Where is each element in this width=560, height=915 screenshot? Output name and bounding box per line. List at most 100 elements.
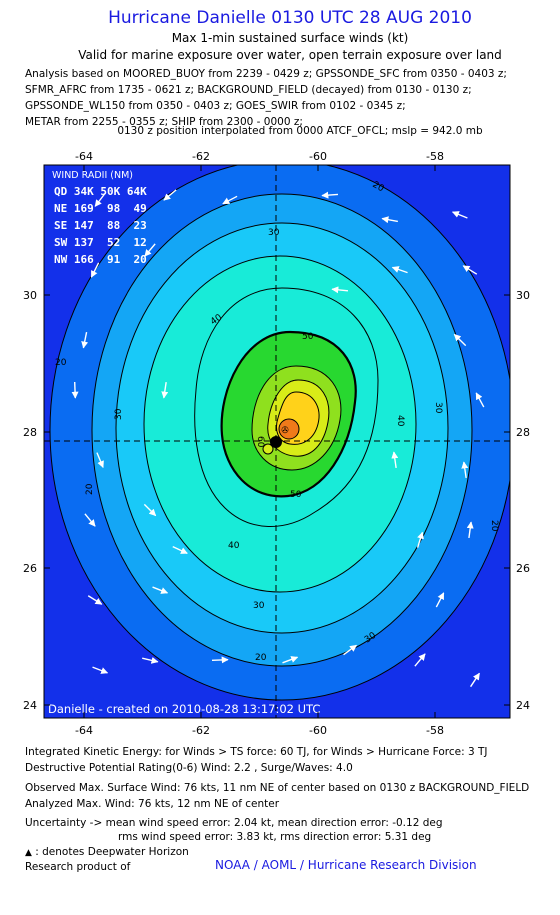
wind-vector-arrow (96, 452, 104, 469)
analysis-line-1: Analysis based on MOORED_BUOY from 2239 … (25, 68, 507, 80)
plot-frame (43, 164, 511, 719)
wind-vector-arrow (172, 545, 188, 555)
lat-tick-left: 24 (23, 699, 37, 712)
uncertainty-line-2: rms wind speed error: 3.83 kt, rms direc… (118, 831, 432, 843)
contour-label: 30 (268, 228, 280, 238)
wind-vector-arrow (451, 211, 468, 219)
subtitle-exposure: Valid for marine exposure over water, op… (78, 48, 502, 62)
wind-vector-arrow (282, 656, 299, 664)
contour-label: 20 (489, 520, 499, 532)
wind-vector-arrow (152, 586, 169, 594)
deepwater-legend: ▲ : denotes Deepwater Horizon (25, 846, 189, 858)
analysis-line-4: METAR from 2255 - 0355 z; SHIP from 2300… (25, 116, 303, 128)
lon-tick-bottom: -58 (426, 724, 444, 737)
contour-label: 40 (228, 541, 240, 551)
wind-field-map: ✇ 20 20 20 30 30 30 30 40 40 40 50 60 50… (23, 150, 530, 737)
lat-tick-left: 30 (23, 289, 37, 302)
wind-vector-arrow (343, 644, 358, 656)
wind-vector-arrow (81, 332, 89, 349)
contour-label: 20 (55, 358, 67, 368)
observed-max-line: Observed Max. Surface Wind: 76 kts, 11 n… (25, 782, 530, 794)
wind-vector-arrow (453, 333, 467, 347)
wind-vector-arrow (414, 653, 426, 667)
ike-line: Integrated Kinetic Energy: for Winds > T… (25, 746, 488, 758)
lon-tick-top: -62 (192, 150, 210, 163)
analysis-line-3: GPSSONDE_WL150 from 0350 - 0403 z; GOES_… (25, 100, 406, 112)
wind-vector-arrow (161, 381, 169, 399)
wind-vector-arrow (466, 521, 474, 539)
wind-vector-arrow (163, 189, 177, 201)
wind-vector-arrow (391, 451, 399, 469)
contour-label: 50 (302, 332, 314, 342)
wind-vector-arrow (84, 513, 96, 527)
contour-label: 30 (114, 408, 124, 420)
uncertainty-line-1: Uncertainty -> mean wind speed error: 2.… (25, 817, 443, 829)
analysis-line-2: SFMR_AFRC from 1735 - 0621 z; BACKGROUND… (25, 84, 472, 96)
wind-radii-row-ne: NE 169 98 49 (54, 202, 147, 215)
wind-vector-arrow (462, 265, 478, 275)
wind-vector-arrow (475, 392, 485, 408)
wind-max-core (278, 418, 300, 440)
plot-area: ✇ 20 20 20 30 30 30 30 40 40 40 50 60 50… (44, 165, 510, 718)
lat-tick-right: 28 (516, 426, 530, 439)
subtitle-winds: Max 1-min sustained surface winds (kt) (171, 31, 409, 45)
wind-vector-arrow (90, 262, 100, 278)
lat-tick-right: 30 (516, 289, 530, 302)
wind-bands (49, 165, 510, 701)
research-label: Research product of (25, 861, 131, 873)
wind-vector-arrow (381, 216, 398, 224)
wind-vector-arrow (144, 243, 156, 257)
wind-vector-arrow (211, 656, 229, 664)
contour-label: 40 (395, 415, 405, 427)
contour-label: 20 (255, 653, 267, 663)
wind-vector-arrow (94, 193, 106, 207)
analyzed-max-line: Analyzed Max. Wind: 76 kts, 12 nm NE of … (25, 798, 280, 810)
storm-center-marker (270, 436, 282, 448)
wind-radii-header: QD 34K 50K 64K (54, 185, 147, 198)
wind-vector-arrow (435, 592, 445, 608)
wind-vector-arrow (470, 672, 480, 688)
wind-vector-arrow (321, 191, 339, 199)
lon-tick-bottom: -64 (75, 724, 93, 737)
lon-tick-bottom: -60 (309, 724, 327, 737)
wind-vector-arrow (92, 666, 109, 674)
noaa-credit-link[interactable]: NOAA / AOML / Hurricane Research Divisio… (215, 858, 477, 872)
wind-vector-arrow (331, 286, 349, 294)
lat-tick-left: 26 (23, 562, 37, 575)
wind-vector-arrow (142, 656, 159, 664)
wind-radii-table: WIND RADII (NM) QD 34K 50K 64K NE 169 98… (52, 170, 147, 266)
position-note: 0130 z position interpolated from 0000 A… (117, 125, 483, 137)
chart-title: Hurricane Danielle 0130 UTC 28 AUG 2010 (108, 8, 472, 28)
lon-tick-top: -58 (426, 150, 444, 163)
wind-radii-row-sw: SW 137 52 12 (54, 236, 147, 249)
wind-radii-row-nw: NW 166 91 20 (54, 253, 147, 266)
lon-tick-bottom: -62 (192, 724, 210, 737)
wind-vector-arrow (71, 381, 79, 399)
wind-vector-arrow (416, 531, 424, 548)
contour-label: 20 (85, 483, 95, 495)
lat-tick-right: 26 (516, 562, 530, 575)
map-credit-line: Danielle - created on 2010-08-28 13:17:0… (48, 702, 320, 716)
wind-vectors (71, 189, 485, 688)
wind-vector-arrow (143, 503, 157, 517)
wind-vector-arrow (87, 595, 103, 605)
wind-vector-arrow (391, 266, 408, 274)
eye-ring (262, 443, 274, 455)
deepwater-label: : denotes Deepwater Horizon (35, 846, 189, 858)
deepwater-triangle-icon: ▲ (25, 848, 32, 858)
wind-vector-arrow (222, 195, 238, 205)
wind-vector-arrow (461, 461, 469, 479)
contour-label: 30 (433, 402, 443, 414)
hurricane-symbol: ✇ (281, 426, 289, 436)
contour-label: 50 (290, 490, 302, 500)
dpr-line: Destructive Potential Rating(0-6) Wind: … (25, 762, 353, 774)
lon-tick-top: -64 (75, 150, 93, 163)
lat-tick-right: 24 (516, 699, 530, 712)
contour-label: 60 (255, 436, 265, 448)
tick-marks (44, 165, 510, 718)
wind-radii-title: WIND RADII (NM) (52, 170, 133, 181)
lon-tick-top: -60 (309, 150, 327, 163)
wind-radii-row-se: SE 147 88 23 (54, 219, 147, 232)
lat-tick-left: 28 (23, 426, 37, 439)
contour-label: 30 (253, 601, 265, 611)
